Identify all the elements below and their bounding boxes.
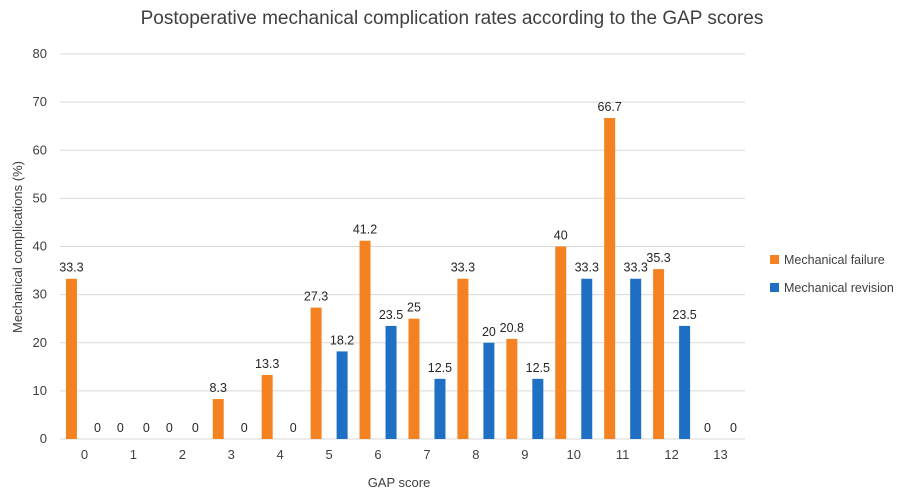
data-label-mechanical-revision: 0 xyxy=(241,421,248,435)
data-label-mechanical-failure: 33.3 xyxy=(59,261,83,275)
data-label-mechanical-failure: 20.8 xyxy=(500,321,524,335)
bar-mechanical-revision xyxy=(386,326,397,439)
x-tick-label: 10 xyxy=(567,447,581,462)
data-label-mechanical-failure: 8.3 xyxy=(210,381,227,395)
x-tick-label: 2 xyxy=(179,447,186,462)
bar-mechanical-revision xyxy=(483,343,494,439)
legend: Mechanical failure Mechanical revision xyxy=(770,253,894,295)
y-tick-label: 70 xyxy=(33,94,47,109)
data-label-mechanical-failure: 25 xyxy=(407,301,421,315)
legend-label-mechanical-revision: Mechanical revision xyxy=(784,281,894,295)
data-label-mechanical-revision: 33.3 xyxy=(624,261,648,275)
chart-title: Postoperative mechanical complication ra… xyxy=(141,8,764,29)
x-tick-label: 1 xyxy=(130,447,137,462)
data-label-mechanical-revision: 0 xyxy=(290,421,297,435)
x-tick-label: 7 xyxy=(423,447,430,462)
data-label-mechanical-revision: 12.5 xyxy=(428,361,452,375)
data-label-mechanical-revision: 0 xyxy=(143,421,150,435)
data-label-mechanical-failure: 40 xyxy=(554,229,568,243)
bar-mechanical-failure xyxy=(653,269,664,439)
y-tick-label: 0 xyxy=(40,431,47,446)
data-label-mechanical-failure: 0 xyxy=(166,421,173,435)
data-label-mechanical-failure: 35.3 xyxy=(646,251,670,265)
bar-mechanical-failure xyxy=(66,279,77,439)
x-tick-label: 12 xyxy=(664,447,678,462)
x-tick-label: 4 xyxy=(277,447,284,462)
bar-mechanical-failure xyxy=(506,339,517,439)
data-label-mechanical-failure: 27.3 xyxy=(304,290,328,304)
legend-swatch-mechanical-failure xyxy=(770,255,779,264)
bar-mechanical-revision xyxy=(337,351,348,439)
bar-mechanical-revision xyxy=(532,379,543,439)
y-tick-label: 80 xyxy=(33,46,47,61)
y-axis-label: Mechanical complications (%) xyxy=(10,161,25,333)
x-tick-label: 8 xyxy=(472,447,479,462)
data-label-mechanical-revision: 33.3 xyxy=(575,261,599,275)
bar-mechanical-failure xyxy=(604,118,615,439)
bar-mechanical-revision xyxy=(679,326,690,439)
bar-mechanical-revision xyxy=(630,279,641,439)
data-label-mechanical-failure: 41.2 xyxy=(353,223,377,237)
data-label-mechanical-failure: 66.7 xyxy=(598,100,622,114)
y-tick-label: 40 xyxy=(33,239,47,254)
data-label-mechanical-failure: 33.3 xyxy=(451,261,475,275)
bar-mechanical-failure xyxy=(213,399,224,439)
data-label-mechanical-revision: 18.2 xyxy=(330,333,354,347)
bar-mechanical-failure xyxy=(311,308,322,439)
data-label-mechanical-failure: 0 xyxy=(117,421,124,435)
y-tick-label: 20 xyxy=(33,335,47,350)
bar-mechanical-failure xyxy=(457,279,468,439)
y-tick-label: 60 xyxy=(33,142,47,157)
data-label-mechanical-revision: 0 xyxy=(94,421,101,435)
x-tick-label: 11 xyxy=(616,447,630,462)
legend-swatch-mechanical-revision xyxy=(770,283,779,292)
data-label-mechanical-revision: 12.5 xyxy=(526,361,550,375)
bar-mechanical-revision xyxy=(581,279,592,439)
x-tick-label: 9 xyxy=(521,447,528,462)
data-label-mechanical-revision: 0 xyxy=(730,421,737,435)
data-label-mechanical-revision: 23.5 xyxy=(672,308,696,322)
x-axis-ticks: 0 1 2 3 4 5 6 7 8 9 10 11 12 13 xyxy=(81,447,728,462)
data-label-mechanical-revision: 20 xyxy=(482,325,496,339)
x-tick-label: 3 xyxy=(228,447,235,462)
data-label-mechanical-failure: 0 xyxy=(704,421,711,435)
x-tick-label: 6 xyxy=(374,447,381,462)
x-axis-label: GAP score xyxy=(368,475,431,489)
data-label-mechanical-failure: 13.3 xyxy=(255,357,279,371)
x-tick-label: 0 xyxy=(81,447,88,462)
x-tick-label: 13 xyxy=(713,447,727,462)
gridlines xyxy=(60,54,745,439)
data-label-mechanical-revision: 0 xyxy=(192,421,199,435)
y-axis-ticks: 0 10 20 30 40 50 60 70 80 xyxy=(33,46,47,446)
bar-mechanical-failure xyxy=(408,319,419,439)
bar-mechanical-failure xyxy=(555,247,566,440)
data-label-mechanical-revision: 23.5 xyxy=(379,308,403,322)
y-tick-label: 10 xyxy=(33,383,47,398)
bar-mechanical-revision xyxy=(434,379,445,439)
y-tick-label: 30 xyxy=(33,287,47,302)
bar-mechanical-failure xyxy=(262,375,273,439)
y-tick-label: 50 xyxy=(33,190,47,205)
x-tick-label: 5 xyxy=(325,447,332,462)
bar-mechanical-failure xyxy=(360,241,371,439)
legend-label-mechanical-failure: Mechanical failure xyxy=(784,253,885,267)
